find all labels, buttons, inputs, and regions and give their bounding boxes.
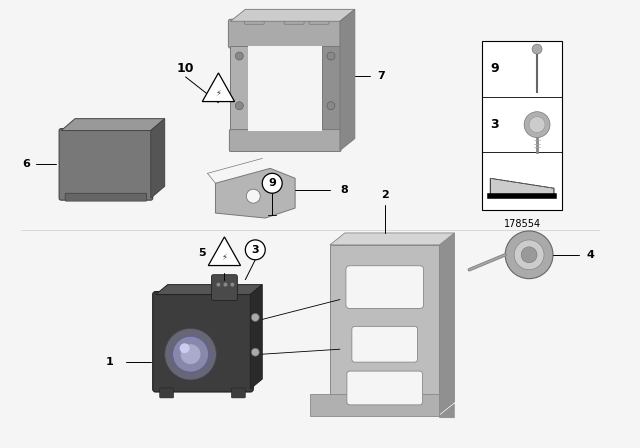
FancyBboxPatch shape bbox=[346, 266, 424, 309]
Circle shape bbox=[514, 240, 544, 270]
FancyBboxPatch shape bbox=[284, 13, 304, 24]
Circle shape bbox=[532, 44, 542, 54]
Circle shape bbox=[262, 173, 282, 193]
Text: 178554: 178554 bbox=[504, 219, 541, 229]
Circle shape bbox=[327, 102, 335, 110]
Polygon shape bbox=[151, 119, 164, 198]
Text: 5: 5 bbox=[198, 248, 205, 258]
Circle shape bbox=[180, 344, 200, 364]
Text: 8: 8 bbox=[340, 185, 348, 195]
Circle shape bbox=[164, 328, 216, 380]
FancyBboxPatch shape bbox=[228, 19, 342, 48]
Text: 1: 1 bbox=[106, 357, 114, 367]
FancyBboxPatch shape bbox=[310, 394, 440, 416]
Polygon shape bbox=[61, 119, 164, 130]
FancyBboxPatch shape bbox=[248, 46, 322, 130]
Text: ⚡: ⚡ bbox=[216, 88, 221, 97]
Text: 3: 3 bbox=[490, 118, 499, 131]
Polygon shape bbox=[250, 284, 262, 389]
FancyBboxPatch shape bbox=[352, 326, 417, 362]
Text: 9: 9 bbox=[268, 178, 276, 188]
Polygon shape bbox=[490, 178, 554, 196]
FancyBboxPatch shape bbox=[347, 371, 422, 405]
Polygon shape bbox=[230, 9, 355, 21]
Polygon shape bbox=[202, 73, 235, 102]
Circle shape bbox=[246, 189, 260, 203]
Circle shape bbox=[223, 283, 227, 287]
Circle shape bbox=[236, 52, 243, 60]
FancyBboxPatch shape bbox=[244, 13, 264, 24]
FancyBboxPatch shape bbox=[230, 46, 248, 151]
FancyBboxPatch shape bbox=[211, 275, 237, 301]
Circle shape bbox=[245, 240, 265, 260]
FancyBboxPatch shape bbox=[330, 245, 440, 414]
Polygon shape bbox=[440, 233, 454, 414]
FancyBboxPatch shape bbox=[483, 41, 562, 210]
Circle shape bbox=[529, 116, 545, 133]
Text: 6: 6 bbox=[22, 159, 30, 169]
FancyBboxPatch shape bbox=[229, 129, 341, 151]
Circle shape bbox=[252, 314, 259, 321]
Circle shape bbox=[230, 283, 234, 287]
Polygon shape bbox=[208, 237, 241, 266]
FancyBboxPatch shape bbox=[65, 193, 147, 201]
Text: 9: 9 bbox=[490, 62, 499, 75]
Text: 10: 10 bbox=[177, 62, 195, 75]
Circle shape bbox=[524, 112, 550, 138]
Polygon shape bbox=[440, 404, 454, 418]
Circle shape bbox=[252, 348, 259, 356]
Circle shape bbox=[521, 247, 537, 263]
Circle shape bbox=[505, 231, 553, 279]
Circle shape bbox=[236, 102, 243, 110]
Polygon shape bbox=[340, 9, 355, 151]
FancyBboxPatch shape bbox=[59, 129, 153, 200]
Text: ⚡: ⚡ bbox=[221, 252, 227, 261]
FancyBboxPatch shape bbox=[153, 292, 253, 392]
FancyBboxPatch shape bbox=[160, 388, 173, 398]
FancyBboxPatch shape bbox=[309, 13, 329, 24]
FancyBboxPatch shape bbox=[322, 46, 340, 151]
Circle shape bbox=[173, 336, 209, 372]
Text: 7: 7 bbox=[378, 71, 385, 81]
Text: 2: 2 bbox=[381, 190, 388, 200]
Polygon shape bbox=[156, 284, 262, 294]
Circle shape bbox=[327, 52, 335, 60]
FancyBboxPatch shape bbox=[232, 388, 245, 398]
Circle shape bbox=[180, 343, 189, 353]
Circle shape bbox=[216, 283, 220, 287]
Polygon shape bbox=[216, 168, 295, 218]
Polygon shape bbox=[330, 233, 454, 245]
Text: 3: 3 bbox=[252, 245, 259, 255]
Text: 4: 4 bbox=[587, 250, 595, 260]
